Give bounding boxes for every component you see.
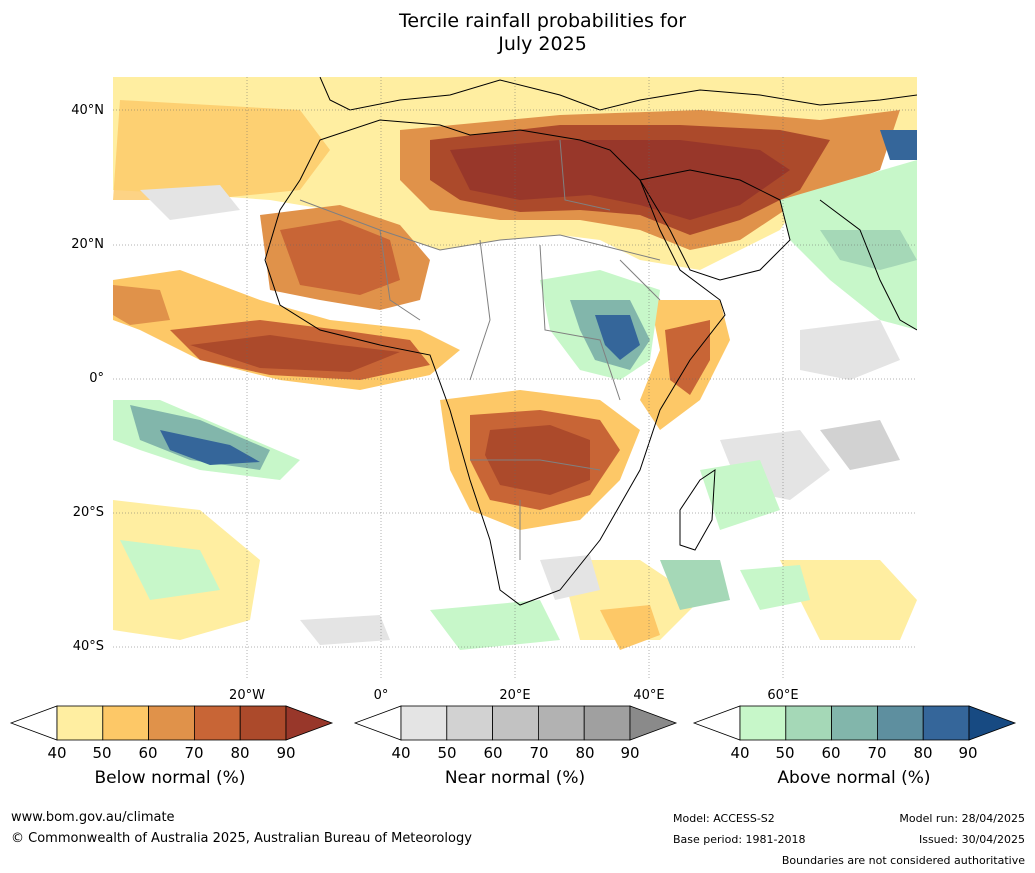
cbar-near-segment [446, 705, 493, 741]
madagascar-coastline [679, 469, 716, 551]
cbar-above-label: Above normal (%) [777, 768, 931, 788]
model-run-text: Model run: 28/04/2025 [899, 812, 1025, 825]
cbar-near-high-arrow [629, 705, 678, 741]
cbar-below-segment [102, 705, 150, 741]
lat-label-20n: 20°N [71, 237, 104, 252]
cbar-near-label: Near normal (%) [444, 768, 586, 788]
cbar-near-segment [400, 705, 448, 741]
near-normal-zones [140, 185, 900, 645]
cbar-near-tick: 90 [620, 744, 640, 762]
cbar-near-tick: 80 [575, 744, 595, 762]
cbar-above-segment [831, 705, 878, 741]
cbar-below-tick: 70 [184, 744, 204, 762]
disclaimer-text: Boundaries are not considered authoritat… [781, 854, 1025, 867]
cbar-above-tick: 70 [867, 744, 887, 762]
india-coastline [819, 199, 917, 331]
cbar-below-segment [193, 705, 241, 741]
cbar-below-tick: 60 [138, 744, 158, 762]
lon-label-20e: 20°E [499, 688, 531, 703]
arabia-coastline [639, 169, 791, 281]
cbar-above-low-arrow [692, 705, 741, 741]
cbar-above-segment [922, 705, 970, 741]
lat-label-0: 0° [89, 371, 104, 386]
cbar-above-high-arrow [968, 705, 1017, 741]
cbar-below-tick: 40 [47, 744, 67, 762]
cbar-near-segment [492, 705, 539, 741]
africa-coastline [264, 119, 726, 606]
title-line-1: Tercile rainfall probabilities for [398, 10, 687, 32]
cbar-near-tick: 70 [529, 744, 549, 762]
lon-label-0: 0° [373, 688, 389, 703]
website-link[interactable]: www.bom.gov.au/climate [11, 810, 175, 825]
above-normal-zones [113, 130, 917, 650]
issued-text: Issued: 30/04/2025 [918, 833, 1025, 846]
cbar-near-low-arrow [353, 705, 402, 741]
lat-label-20s: 20°S [72, 505, 104, 520]
cbar-below-tick: 80 [230, 744, 250, 762]
cbar-above-tick: 90 [958, 744, 978, 762]
cbar-near-tick: 50 [437, 744, 457, 762]
cbar-below-tick: 90 [276, 744, 296, 762]
cbar-below-high-arrow [285, 705, 334, 741]
base-period-text: Base period: 1981-2018 [673, 833, 806, 846]
cbar-above-tick: 60 [821, 744, 841, 762]
cbar-near-segment [538, 705, 585, 741]
lat-label-40s: 40°S [72, 639, 104, 654]
cbar-above-tick: 80 [913, 744, 933, 762]
cbar-near-tick: 60 [483, 744, 503, 762]
model-text: Model: ACCESS-S2 [673, 812, 775, 825]
cbar-below-low-arrow [9, 705, 58, 741]
cbar-above-tick: 40 [730, 744, 750, 762]
lon-label-40e: 40°E [633, 688, 665, 703]
lat-label-40n: 40°N [71, 103, 104, 118]
cbar-near-segment [583, 705, 631, 741]
cbar-below-segment [239, 705, 287, 741]
cbar-below-label: Below normal (%) [94, 768, 246, 788]
title-line-2: July 2025 [498, 33, 587, 55]
map-title: Tercile rainfall probabilities for July … [0, 10, 1035, 56]
colorbars [9, 705, 1017, 741]
cbar-near-tick: 40 [391, 744, 411, 762]
cbar-below-segment [148, 705, 195, 741]
cbar-below-tick: 50 [92, 744, 112, 762]
cbar-above-segment [877, 705, 924, 741]
lon-label-60e: 60°E [767, 688, 799, 703]
cbar-above-tick: 50 [775, 744, 795, 762]
europe-coastline [319, 77, 917, 111]
country-borders [299, 139, 661, 560]
cbar-above-segment [739, 705, 787, 741]
lon-label-20w: 20°W [229, 688, 265, 703]
cbar-below-segment [56, 705, 104, 741]
graticule [113, 77, 917, 680]
cbar-above-segment [785, 705, 832, 741]
copyright-text: © Commonwealth of Australia 2025, Austra… [11, 831, 472, 846]
